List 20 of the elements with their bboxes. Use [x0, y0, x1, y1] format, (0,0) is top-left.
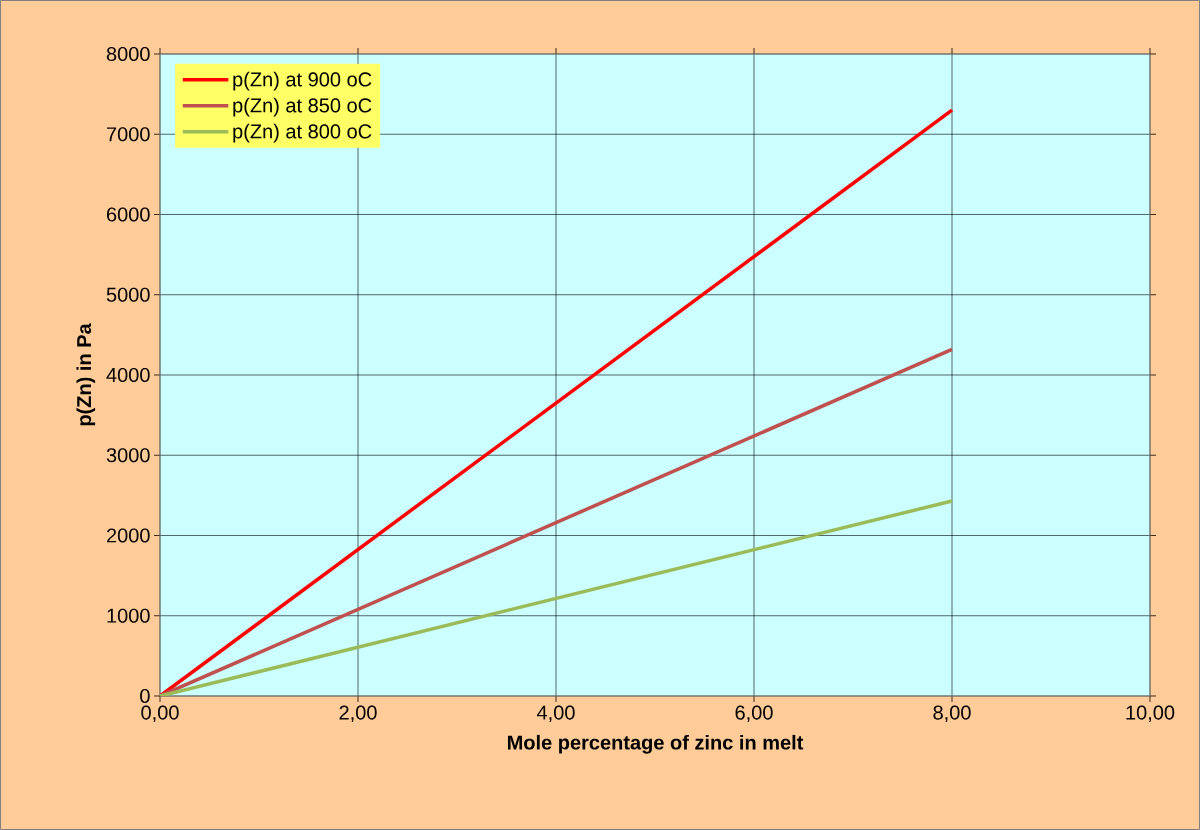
x-tick-label: 2,00	[339, 705, 377, 723]
x-tick-label: 10,00	[1126, 705, 1175, 723]
legend-label: p(Zn) at 900 oC	[233, 71, 372, 91]
y-tick-label: 1000	[107, 608, 150, 623]
y-tick-label: 5000	[106, 287, 150, 302]
y-tick-label: 7000	[107, 127, 150, 142]
y-tick-label: 6000	[107, 207, 150, 222]
x-tick-label: 0,00	[141, 705, 179, 723]
y-tick-label: 4000	[106, 367, 150, 383]
y-tick-label: 0	[140, 688, 150, 704]
legend-label: p(Zn) at 850 oC	[233, 97, 372, 117]
x-axis-title: Mole percentage of zinc in melt	[507, 734, 804, 754]
y-tick-label: 3000	[106, 448, 150, 463]
y-tick-label: 2000	[106, 528, 150, 543]
y-tick-label: 8000	[106, 46, 150, 62]
x-tick-label: 6,00	[735, 705, 773, 723]
x-tick-label: 4,00	[537, 705, 575, 723]
y-axis-title: p(Zn) in Pa	[76, 323, 96, 426]
x-tick-label: 8,00	[933, 705, 971, 723]
legend-label: p(Zn) at 800 oC	[233, 123, 372, 143]
